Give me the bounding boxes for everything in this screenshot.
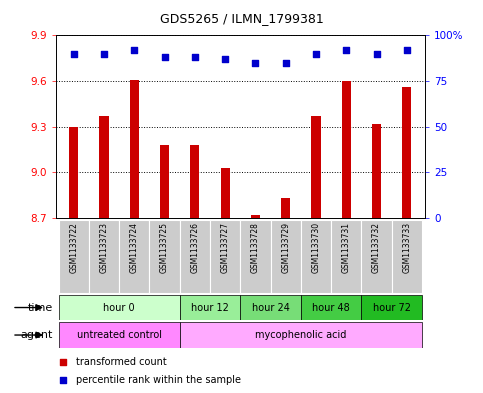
Bar [210,220,241,293]
Bar [251,215,260,218]
Text: GSM1133733: GSM1133733 [402,222,412,274]
Bar [160,145,169,218]
Point [252,60,259,66]
Point [70,50,78,57]
Bar [190,145,199,218]
Point [130,47,138,53]
Text: GSM1133732: GSM1133732 [372,222,381,273]
Bar [58,322,180,348]
Bar [58,220,89,293]
Bar [301,295,361,320]
Text: time: time [28,303,53,312]
Bar [342,81,351,218]
Text: hour 24: hour 24 [252,303,289,312]
Point [221,56,229,62]
Bar [361,295,422,320]
Bar [99,116,109,218]
Text: GSM1133729: GSM1133729 [281,222,290,273]
Text: hour 12: hour 12 [191,303,229,312]
Point [312,50,320,57]
Bar [270,220,301,293]
Bar [361,220,392,293]
Text: GSM1133723: GSM1133723 [99,222,109,273]
Point [59,376,67,383]
Text: GDS5265 / ILMN_1799381: GDS5265 / ILMN_1799381 [159,12,324,25]
Bar [180,295,241,320]
Bar [241,295,301,320]
Text: untreated control: untreated control [77,330,162,340]
Text: GSM1133725: GSM1133725 [160,222,169,273]
Point [403,47,411,53]
Bar [281,198,290,218]
Text: GSM1133727: GSM1133727 [221,222,229,273]
Bar [372,124,381,218]
Text: GSM1133724: GSM1133724 [130,222,139,273]
Bar [180,220,210,293]
Text: GSM1133728: GSM1133728 [251,222,260,273]
Bar [180,322,422,348]
Text: hour 72: hour 72 [373,303,411,312]
Point [191,54,199,61]
Bar [149,220,180,293]
Text: mycophenolic acid: mycophenolic acid [255,330,347,340]
Point [100,50,108,57]
Bar [241,220,270,293]
Text: agent: agent [21,330,53,340]
Text: hour 0: hour 0 [103,303,135,312]
Text: GSM1133726: GSM1133726 [190,222,199,273]
Point [342,47,350,53]
Bar [130,79,139,218]
Bar [331,220,361,293]
Point [373,50,381,57]
Bar [312,116,321,218]
Bar [221,168,230,218]
Text: GSM1133722: GSM1133722 [69,222,78,273]
Bar [119,220,149,293]
Text: GSM1133731: GSM1133731 [342,222,351,273]
Bar [392,220,422,293]
Text: percentile rank within the sample: percentile rank within the sample [76,375,241,385]
Bar [58,295,180,320]
Bar [402,87,412,218]
Bar [89,220,119,293]
Text: GSM1133730: GSM1133730 [312,222,321,274]
Text: transformed count: transformed count [76,357,167,367]
Bar [301,220,331,293]
Bar [69,127,78,218]
Point [59,359,67,365]
Point [282,60,290,66]
Text: hour 48: hour 48 [313,303,350,312]
Point [161,54,169,61]
